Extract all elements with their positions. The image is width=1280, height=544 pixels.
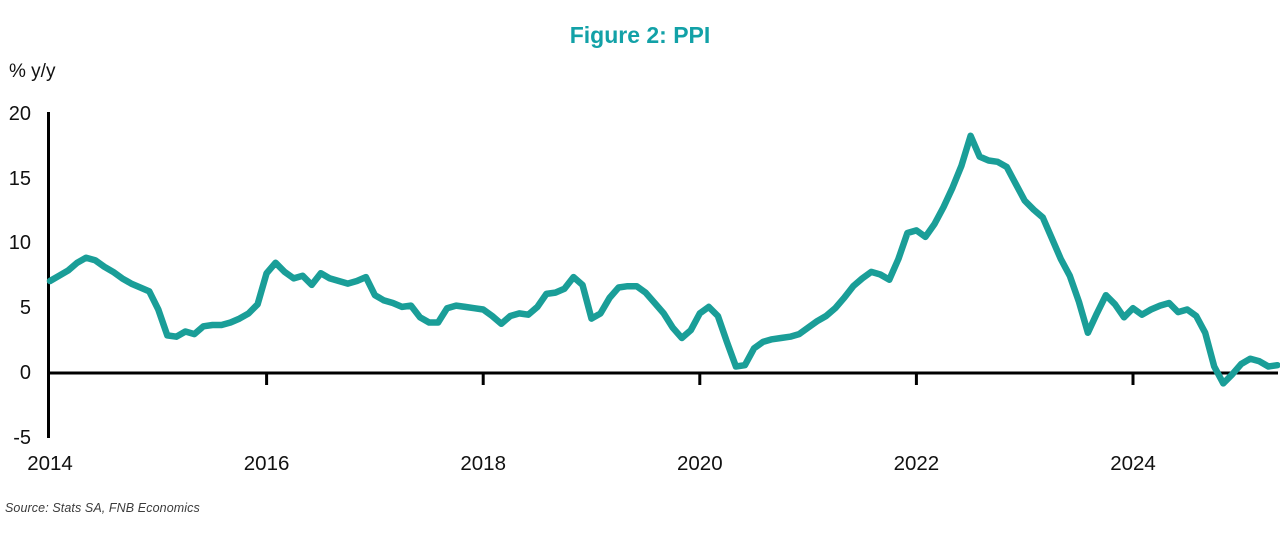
y-tick-label-15: 15 <box>8 167 31 190</box>
y-tick-label-20: 20 <box>8 102 31 125</box>
source-note: Source: Stats SA, FNB Economics <box>5 501 200 515</box>
y-tick-label-10: 10 <box>8 232 31 255</box>
x-tick-label-2020: 2020 <box>676 452 723 475</box>
y-tick-label--5: -5 <box>13 426 31 449</box>
y-axis-unit-label: % y/y <box>9 61 56 82</box>
ppi-series-line <box>46 132 1280 387</box>
x-tick-label-2014: 2014 <box>27 452 73 475</box>
x-tick-label-2024: 2024 <box>1110 452 1156 475</box>
y-tick-label-0: 0 <box>19 362 31 384</box>
y-tick-label-5: 5 <box>19 297 31 320</box>
chart-title: Figure 2: PPI <box>569 22 711 48</box>
x-tick-label-2022: 2022 <box>893 452 940 475</box>
x-tick-label-2016: 2016 <box>243 452 290 475</box>
x-tick-label-2018: 2018 <box>460 452 506 475</box>
